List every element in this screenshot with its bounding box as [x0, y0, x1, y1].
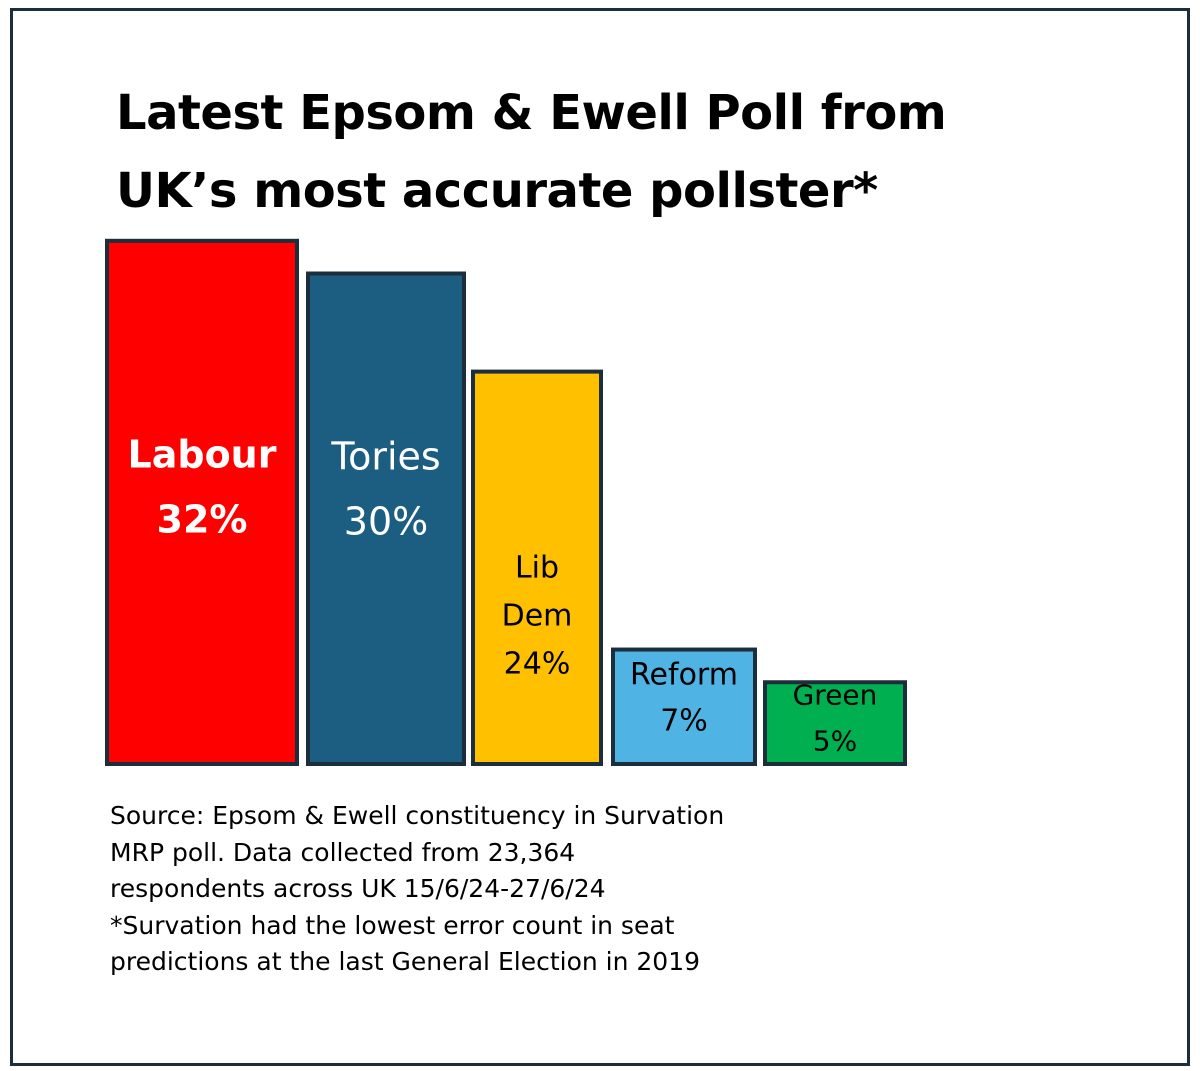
source-line-1: Source: Epsom & Ewell constituency in Su… [110, 801, 725, 830]
value-label-tories: 30% [344, 500, 428, 544]
chart-title: Latest Epsom & Ewell Poll from UK’s most… [116, 74, 1116, 230]
source-line-3: respondents across UK 15/6/24-27/6/24 [110, 874, 606, 903]
category-label-reform-1: Reform [630, 658, 738, 693]
value-label-lib-dem: 24% [504, 647, 571, 682]
value-label-labour: 32% [157, 498, 248, 542]
bar-lib-dem [471, 369, 603, 766]
bar-labour [105, 238, 299, 767]
source-line-5: predictions at the last General Election… [110, 947, 701, 976]
category-label-lib-dem-2: Dem [502, 599, 573, 634]
bar-group-tories: Tories 30% [306, 271, 466, 766]
category-label-green-1: Green [793, 679, 878, 712]
chart-title-line-1: Latest Epsom & Ewell Poll from [116, 85, 947, 141]
bar-reform [611, 647, 757, 766]
bar-green [763, 680, 907, 766]
source-line-4: *Survation had the lowest error count in… [110, 910, 675, 940]
value-label-green: 5% [813, 725, 857, 758]
value-label-reform: 7% [660, 704, 708, 739]
category-label-lib-dem-1: Lib [515, 551, 559, 586]
category-label-labour-1: Labour [128, 433, 277, 477]
bar-group-lib-dem: Lib Dem 24% [471, 369, 603, 766]
bar-group-labour: Labour 32% [105, 238, 299, 767]
source-note: Source: Epsom & Ewell constituency in Su… [110, 798, 1010, 981]
chart-title-line-2: UK’s most accurate pollster* [116, 163, 878, 219]
bar-group-reform: Reform 7% [611, 647, 757, 766]
category-label-tories-1: Tories [330, 435, 440, 479]
bar-group-green: Green 5% [763, 679, 907, 766]
bar-tories [306, 271, 466, 766]
source-line-2: MRP poll. Data collected from 23,364 [110, 837, 576, 867]
